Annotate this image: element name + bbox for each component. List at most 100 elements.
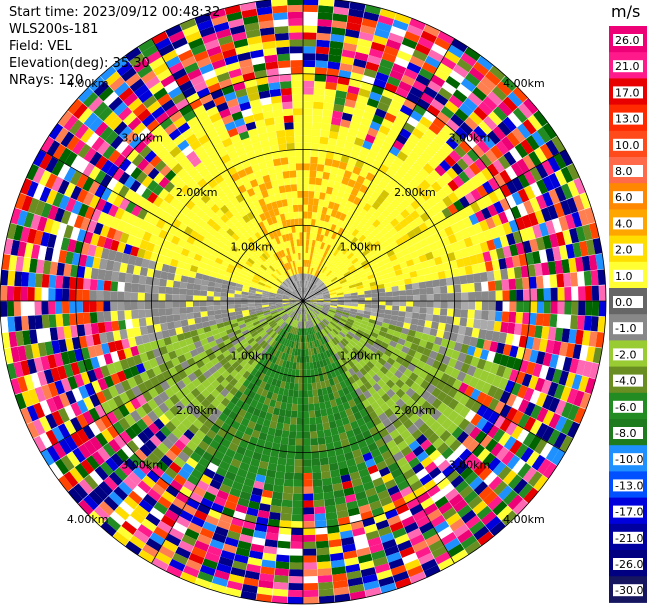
ray-gate [470, 188, 482, 201]
ray-gate [573, 390, 585, 407]
ray-gate [363, 364, 372, 373]
ray-gate [452, 211, 463, 223]
ray-gate [305, 287, 308, 295]
ray-gate [385, 379, 396, 389]
ray-gate [426, 394, 437, 405]
ray-gate [447, 301, 455, 309]
ray-gate [360, 320, 369, 326]
ray-gate [460, 52, 477, 67]
ray-gate [363, 220, 372, 230]
ray-gate [582, 361, 593, 378]
ray-gate [547, 261, 557, 275]
ray-gate [381, 52, 397, 63]
ray-gate [547, 381, 559, 397]
ray-gate [343, 141, 354, 151]
ray-gate [373, 78, 387, 89]
ray-gate [388, 271, 397, 278]
ray-gate [406, 24, 424, 37]
ray-gate [166, 272, 175, 281]
ray-gate [567, 421, 580, 439]
ray-gate [307, 274, 311, 282]
ray-gate [425, 405, 437, 416]
ray-gate [328, 309, 336, 314]
ray-gate [422, 267, 431, 276]
ray-gate [325, 511, 338, 521]
ray-gate [582, 224, 593, 241]
ray-gate [273, 435, 282, 444]
ray-gate [542, 275, 551, 289]
ray-gate [117, 310, 125, 321]
ray-gate [464, 204, 475, 217]
ray-gate [342, 42, 358, 52]
ray-gate [464, 326, 474, 337]
ray-gate [309, 177, 316, 185]
ray-gate [303, 211, 308, 219]
ray-gate [362, 140, 373, 150]
ray-gate [560, 199, 572, 216]
ray-gate [207, 310, 215, 317]
ray-gate [320, 274, 326, 281]
ray-gate [364, 329, 373, 336]
ray-gate [410, 199, 421, 210]
ray-gate [313, 309, 320, 314]
ray-gate [469, 426, 482, 440]
ray-gate [344, 301, 352, 304]
ray-gate [434, 37, 451, 51]
ray-gate [547, 204, 559, 220]
ray-gate [303, 73, 315, 81]
ray-gate [455, 461, 469, 475]
ray-gate [354, 250, 362, 258]
ray-gate [159, 315, 167, 324]
ray-gate [595, 253, 605, 270]
ray-gate [584, 377, 596, 395]
ray-gate [444, 244, 454, 254]
ray-gate [316, 271, 322, 278]
ray-gate [535, 236, 546, 251]
ray-gate [356, 94, 369, 105]
ray-gate [474, 379, 486, 392]
ray-gate [358, 234, 367, 243]
ray-gate [476, 391, 488, 405]
ray-gate [377, 65, 392, 76]
ray-gate [554, 399, 567, 416]
ray-gate [436, 413, 448, 426]
ray-gate [525, 361, 536, 376]
ray-gate [418, 67, 434, 81]
ray-gate [473, 106, 488, 121]
ray-gate [450, 132, 464, 145]
ray-gate [290, 534, 303, 543]
ray-gate [331, 27, 346, 36]
ray-gate [431, 409, 443, 421]
ray-gate [323, 102, 334, 111]
ray-gate [471, 144, 485, 158]
ray-gate [485, 70, 501, 86]
ray-gate [554, 186, 567, 202]
ray-gate [492, 125, 507, 141]
ray-gate [459, 406, 471, 419]
ray-gate [314, 80, 326, 89]
ray-gate [542, 235, 553, 250]
ray-gate [523, 487, 539, 504]
ray-gate [346, 242, 354, 250]
ray-gate [363, 11, 380, 22]
ray-gate [351, 114, 363, 125]
ray-gate [463, 422, 476, 436]
ray-gate [328, 286, 336, 292]
ray-gate [307, 266, 311, 275]
ray-gate [535, 351, 546, 365]
ray-gate [330, 166, 339, 175]
ray-gate [491, 86, 508, 102]
ray-gate [303, 163, 310, 171]
ray-gate [339, 279, 348, 285]
ray-gate [319, 313, 326, 319]
ray-gate [425, 357, 436, 367]
ray-gate [310, 142, 320, 151]
ray-gate [167, 321, 176, 330]
ray-gate [347, 278, 355, 284]
ray-gate [354, 51, 369, 62]
ray-gate [459, 317, 468, 327]
ray-gate [351, 347, 360, 355]
ray-gate [82, 289, 90, 301]
ray-gate [213, 309, 222, 316]
ray-gate [278, 408, 286, 417]
